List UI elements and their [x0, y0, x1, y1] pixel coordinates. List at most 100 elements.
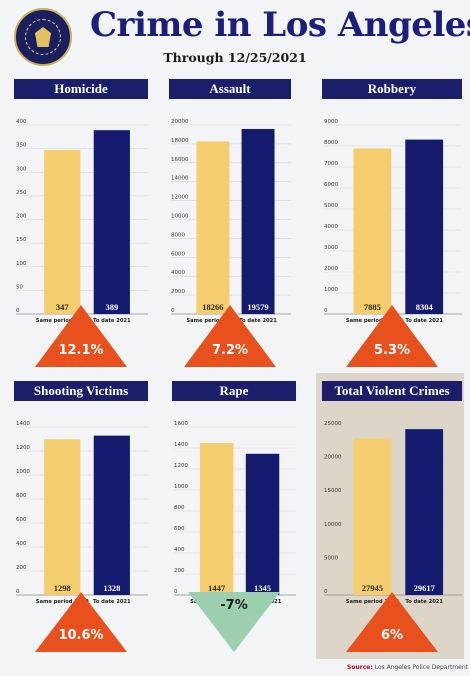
robbery-increase-triangle-icon — [346, 305, 438, 367]
source-note: Source: Los Angeles Police Department — [318, 662, 468, 674]
homicide-increase-triangle-icon — [35, 305, 127, 367]
y-tick-label: 20000 — [171, 119, 189, 125]
y-tick-label: 800 — [16, 493, 27, 499]
bar-value-label: 1298 — [54, 583, 71, 593]
y-tick-label: 15000 — [324, 488, 342, 494]
bar-value-label: 27945 — [362, 583, 383, 593]
x-category-label: Same period 2020 — [36, 599, 89, 605]
shooting-victims-increase-triangle-icon — [35, 592, 127, 652]
y-tick-label: 1400 — [16, 421, 30, 427]
bar-to-date-2021 — [241, 128, 275, 314]
shooting-victims-bar-chart: 0 200 400 600 800 1000 1200 1400 1298 Same period… — [16, 421, 148, 605]
y-tick-label: 0 — [324, 589, 328, 595]
y-tick-label: 0 — [324, 308, 328, 314]
homicide-change-label: 12.1% — [58, 343, 104, 358]
total-violent-crimes-chart-panel: Total Violent Crimes 0 5000 10000 15000 20000… — [322, 381, 462, 605]
assault-change-label: 7.2% — [211, 343, 249, 358]
y-tick-label: 0 — [16, 589, 20, 595]
x-category-label: Same period 2020 — [346, 599, 399, 605]
bar-same-period-2020 — [353, 438, 392, 595]
x-category-label: Same period 2020 — [346, 318, 399, 324]
rape-change-label: -7% — [220, 598, 248, 613]
y-tick-label: 400 — [16, 119, 27, 125]
bar-same-period-2020 — [44, 439, 81, 595]
bar-to-date-2021 — [405, 429, 444, 595]
y-tick-label: 600 — [174, 526, 185, 532]
y-tick-label: 12000 — [171, 195, 189, 201]
y-tick-label: 0 — [171, 308, 175, 314]
x-category-label: To date 2021 — [93, 599, 131, 605]
y-tick-label: 1600 — [174, 421, 188, 427]
y-tick-label: 14000 — [171, 176, 189, 182]
source-label: Source: — [347, 664, 373, 671]
y-tick-label: 10000 — [324, 522, 342, 528]
y-tick-label: 8000 — [171, 232, 185, 238]
bar-same-period-2020 — [44, 150, 81, 314]
shooting-victims-change-label: 10.6% — [58, 628, 104, 643]
assault-increase-triangle-icon — [184, 305, 276, 367]
bar-value-label: 18266 — [202, 302, 223, 312]
y-tick-label: 8000 — [324, 140, 338, 146]
total-violent-crimes-bar-chart: 0 5000 10000 15000 20000 25000 27945 Same perio… — [324, 421, 462, 605]
y-tick-label: 350 — [16, 143, 27, 149]
y-tick-label: 1000 — [174, 484, 188, 490]
y-tick-label: 10000 — [171, 214, 189, 220]
robbery-chart-panel: Robbery 0 1000 2000 3000 4000 5000 6000 7000 8000… — [322, 79, 462, 324]
bar-to-date-2021 — [405, 139, 444, 314]
y-tick-label: 6000 — [324, 182, 338, 188]
robbery-change-label: 5.3% — [373, 343, 411, 358]
y-tick-label: 400 — [174, 547, 185, 553]
rape-bar-chart: 020040060080010001200140016001447Same pe… — [174, 421, 296, 605]
y-tick-label: 600 — [16, 517, 27, 523]
bar-to-date-2021 — [93, 435, 130, 595]
y-tick-label: 4000 — [171, 270, 185, 276]
bar-value-label: 389 — [105, 302, 118, 312]
x-category-label: To date 2021 — [93, 318, 131, 324]
y-tick-label: 9000 — [324, 119, 338, 125]
bar-to-date-2021 — [93, 130, 130, 314]
x-category-label: Same period 2020 — [186, 318, 239, 324]
y-tick-label: 2000 — [324, 266, 338, 272]
bar-value-label: 1345 — [254, 583, 271, 593]
y-tick-label: 2000 — [171, 289, 185, 295]
y-tick-label: 5000 — [324, 203, 338, 209]
y-tick-label: 6000 — [171, 251, 185, 257]
assault-chart-panel: Assault 0 2000 4000 6000 8000 10000 12000 14000 1… — [169, 79, 291, 324]
y-tick-label: 7000 — [324, 161, 338, 167]
homicide-chart-panel: Homicide 0 50 100 150 200 250 300 350 400 347 Same … — [14, 79, 148, 324]
rape-chart-panel: Rape020040060080010001200140016001447Sam… — [172, 381, 296, 605]
y-tick-label: 800 — [174, 505, 185, 511]
bar-value-label: 1328 — [103, 583, 120, 593]
total-violent-crimes-change-label: 6% — [380, 628, 404, 643]
source-text: Los Angeles Police Department — [374, 664, 468, 671]
y-tick-label: 1200 — [174, 463, 188, 469]
total-violent-crimes-chart-title: Total Violent Crimes — [322, 381, 462, 401]
rape-chart-title: Rape — [172, 381, 296, 401]
y-tick-label: 250 — [16, 190, 27, 196]
y-tick-label: 25000 — [324, 421, 342, 427]
y-tick-label: 50 — [16, 284, 23, 290]
y-tick-label: 3000 — [324, 245, 338, 251]
x-category-label: To date 2021 — [405, 318, 443, 324]
y-tick-label: 400 — [16, 541, 27, 547]
shooting-victims-chart-panel: Shooting Victims 0 200 400 600 800 1000 1200 140… — [14, 381, 148, 605]
lapd-badge-logo — [14, 8, 72, 66]
bar-to-date-2021 — [245, 453, 280, 595]
date-subtitle: Through 12/25/2021 — [163, 50, 307, 65]
total-violent-crimes-increase-triangle-icon — [346, 592, 438, 652]
y-tick-label: 200 — [16, 214, 27, 220]
x-category-label: Same period 2020 — [36, 318, 89, 324]
y-tick-label: 200 — [16, 565, 27, 571]
x-category-label: To date 2021 — [239, 318, 277, 324]
bar-same-period-2020 — [353, 148, 392, 314]
x-category-label: To date 2021 — [405, 599, 443, 605]
y-tick-label: 1400 — [174, 442, 188, 448]
y-tick-label: 1000 — [16, 469, 30, 475]
y-tick-label: 300 — [16, 166, 27, 172]
y-tick-label: 1200 — [16, 445, 30, 451]
y-tick-label: 16000 — [171, 157, 189, 163]
y-tick-label: 0 — [16, 308, 20, 314]
assault-bar-chart: 0 2000 4000 6000 8000 10000 12000 14000 16000 180… — [171, 119, 291, 324]
bar-same-period-2020 — [196, 141, 230, 314]
bar-value-label: 8304 — [416, 302, 434, 312]
